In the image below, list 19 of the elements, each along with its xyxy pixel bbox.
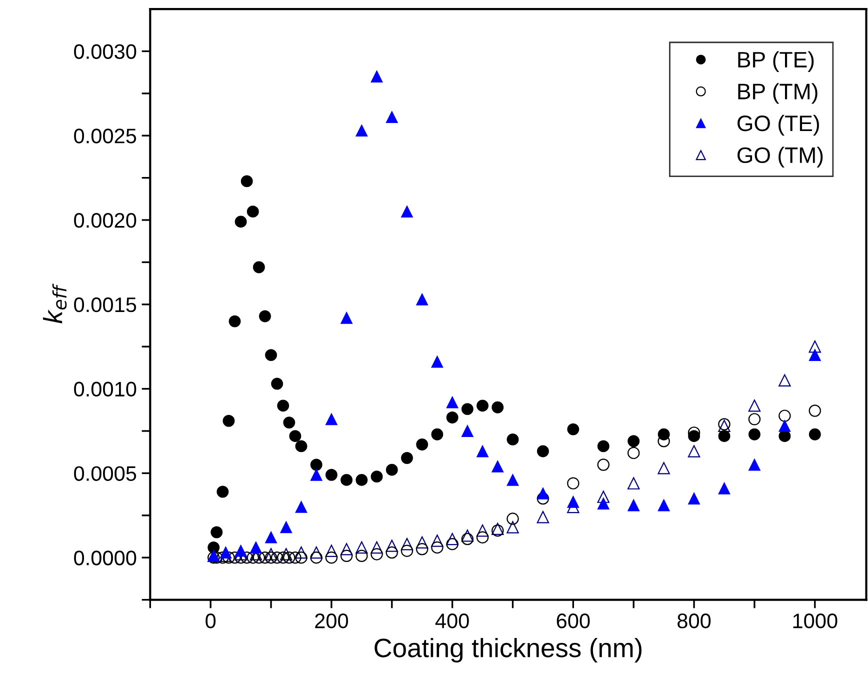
y-tick-label: 0.0005 xyxy=(74,466,136,481)
y-tick-label: 0.0020 xyxy=(74,213,136,228)
y-tick-label: 0.0025 xyxy=(74,128,136,144)
y-axis-title: k$_{eff}$ xyxy=(42,284,67,324)
x-tick-label: 400 xyxy=(435,614,469,628)
x-tick-label: 800 xyxy=(678,614,711,628)
x-tick-label: 600 xyxy=(556,614,590,628)
x-tick-label: 200 xyxy=(315,614,348,628)
y-tick-label: 0.0010 xyxy=(74,382,136,397)
x-axis-title: Coating thickness (nm) xyxy=(374,638,642,663)
y-tick-label: 0.0000 xyxy=(74,550,136,566)
legend-label: BP (TM) xyxy=(738,83,818,104)
x-tick-label: 0 xyxy=(206,614,216,628)
legend-label: BP (TE) xyxy=(738,51,814,72)
legend-label: GO (TM) xyxy=(738,146,823,168)
legend-label: GO (TE) xyxy=(738,114,819,136)
x-tick-label: 1000 xyxy=(793,614,838,628)
y-tick-label: 0.0030 xyxy=(74,44,136,59)
y-tick-label: 0.0015 xyxy=(74,297,136,312)
